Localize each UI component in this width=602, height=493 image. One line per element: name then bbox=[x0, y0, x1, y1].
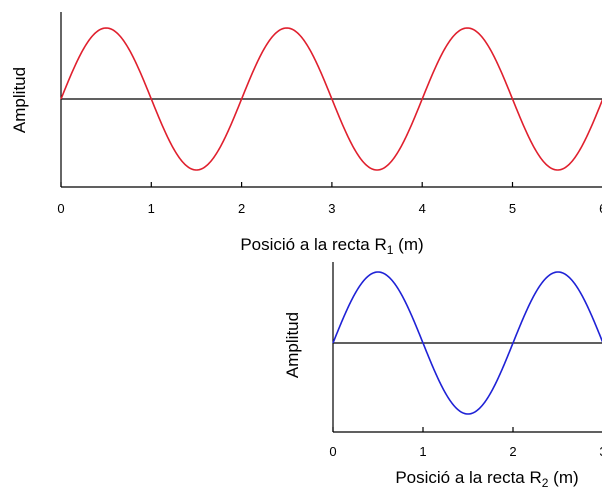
chart-1-x-ticks: 0 1 2 3 4 5 6 bbox=[57, 182, 602, 216]
chart-1-x-tick-label-6: 6 bbox=[599, 201, 602, 216]
chart-1-x-tick-label-4: 4 bbox=[419, 201, 426, 216]
chart-2-x-ticks: 0 1 2 3 bbox=[329, 427, 602, 459]
chart-1-y-axis-title: Amplitud bbox=[10, 67, 29, 133]
chart-1-x-tick-label-1: 1 bbox=[148, 201, 155, 216]
chart-2-x-axis-title-unit: (m) bbox=[548, 468, 578, 487]
chart-1-x-axis-title-main: Posició a la recta R bbox=[240, 235, 386, 254]
chart-2-series-wave bbox=[332, 271, 602, 415]
chart-2-x-tick-label-2: 2 bbox=[509, 444, 516, 459]
chart-2-x-tick-label-3: 3 bbox=[599, 444, 602, 459]
chart-1-x-tick-label-2: 2 bbox=[238, 201, 245, 216]
chart-1: 0123456 Amplitud Posició a la recta R1 (… bbox=[10, 12, 602, 257]
chart-2-x-axis-title: Posició a la recta R2 (m) bbox=[395, 468, 578, 490]
chart-2-y-axis-title: Amplitud bbox=[283, 312, 302, 378]
chart-2-x-tick-label-1: 1 bbox=[419, 444, 426, 459]
chart-1-x-axis-title-unit: (m) bbox=[393, 235, 423, 254]
chart-2-x-axis-title-main: Posició a la recta R bbox=[395, 468, 541, 487]
chart-1-x-tick-label-3: 3 bbox=[328, 201, 335, 216]
chart-2-x-tick-label-0: 0 bbox=[329, 444, 336, 459]
chart-1-x-axis-title-subscript: 1 bbox=[387, 243, 394, 257]
chart-1-x-tick-label-5: 5 bbox=[509, 201, 516, 216]
chart-1-x-axis-title: Posició a la recta R1 (m) bbox=[240, 235, 423, 257]
chart-2-x-axis-title-subscript: 2 bbox=[542, 476, 549, 490]
chart-1-series-wave bbox=[60, 27, 602, 171]
chart-1-x-tick-label-0: 0 bbox=[57, 201, 64, 216]
